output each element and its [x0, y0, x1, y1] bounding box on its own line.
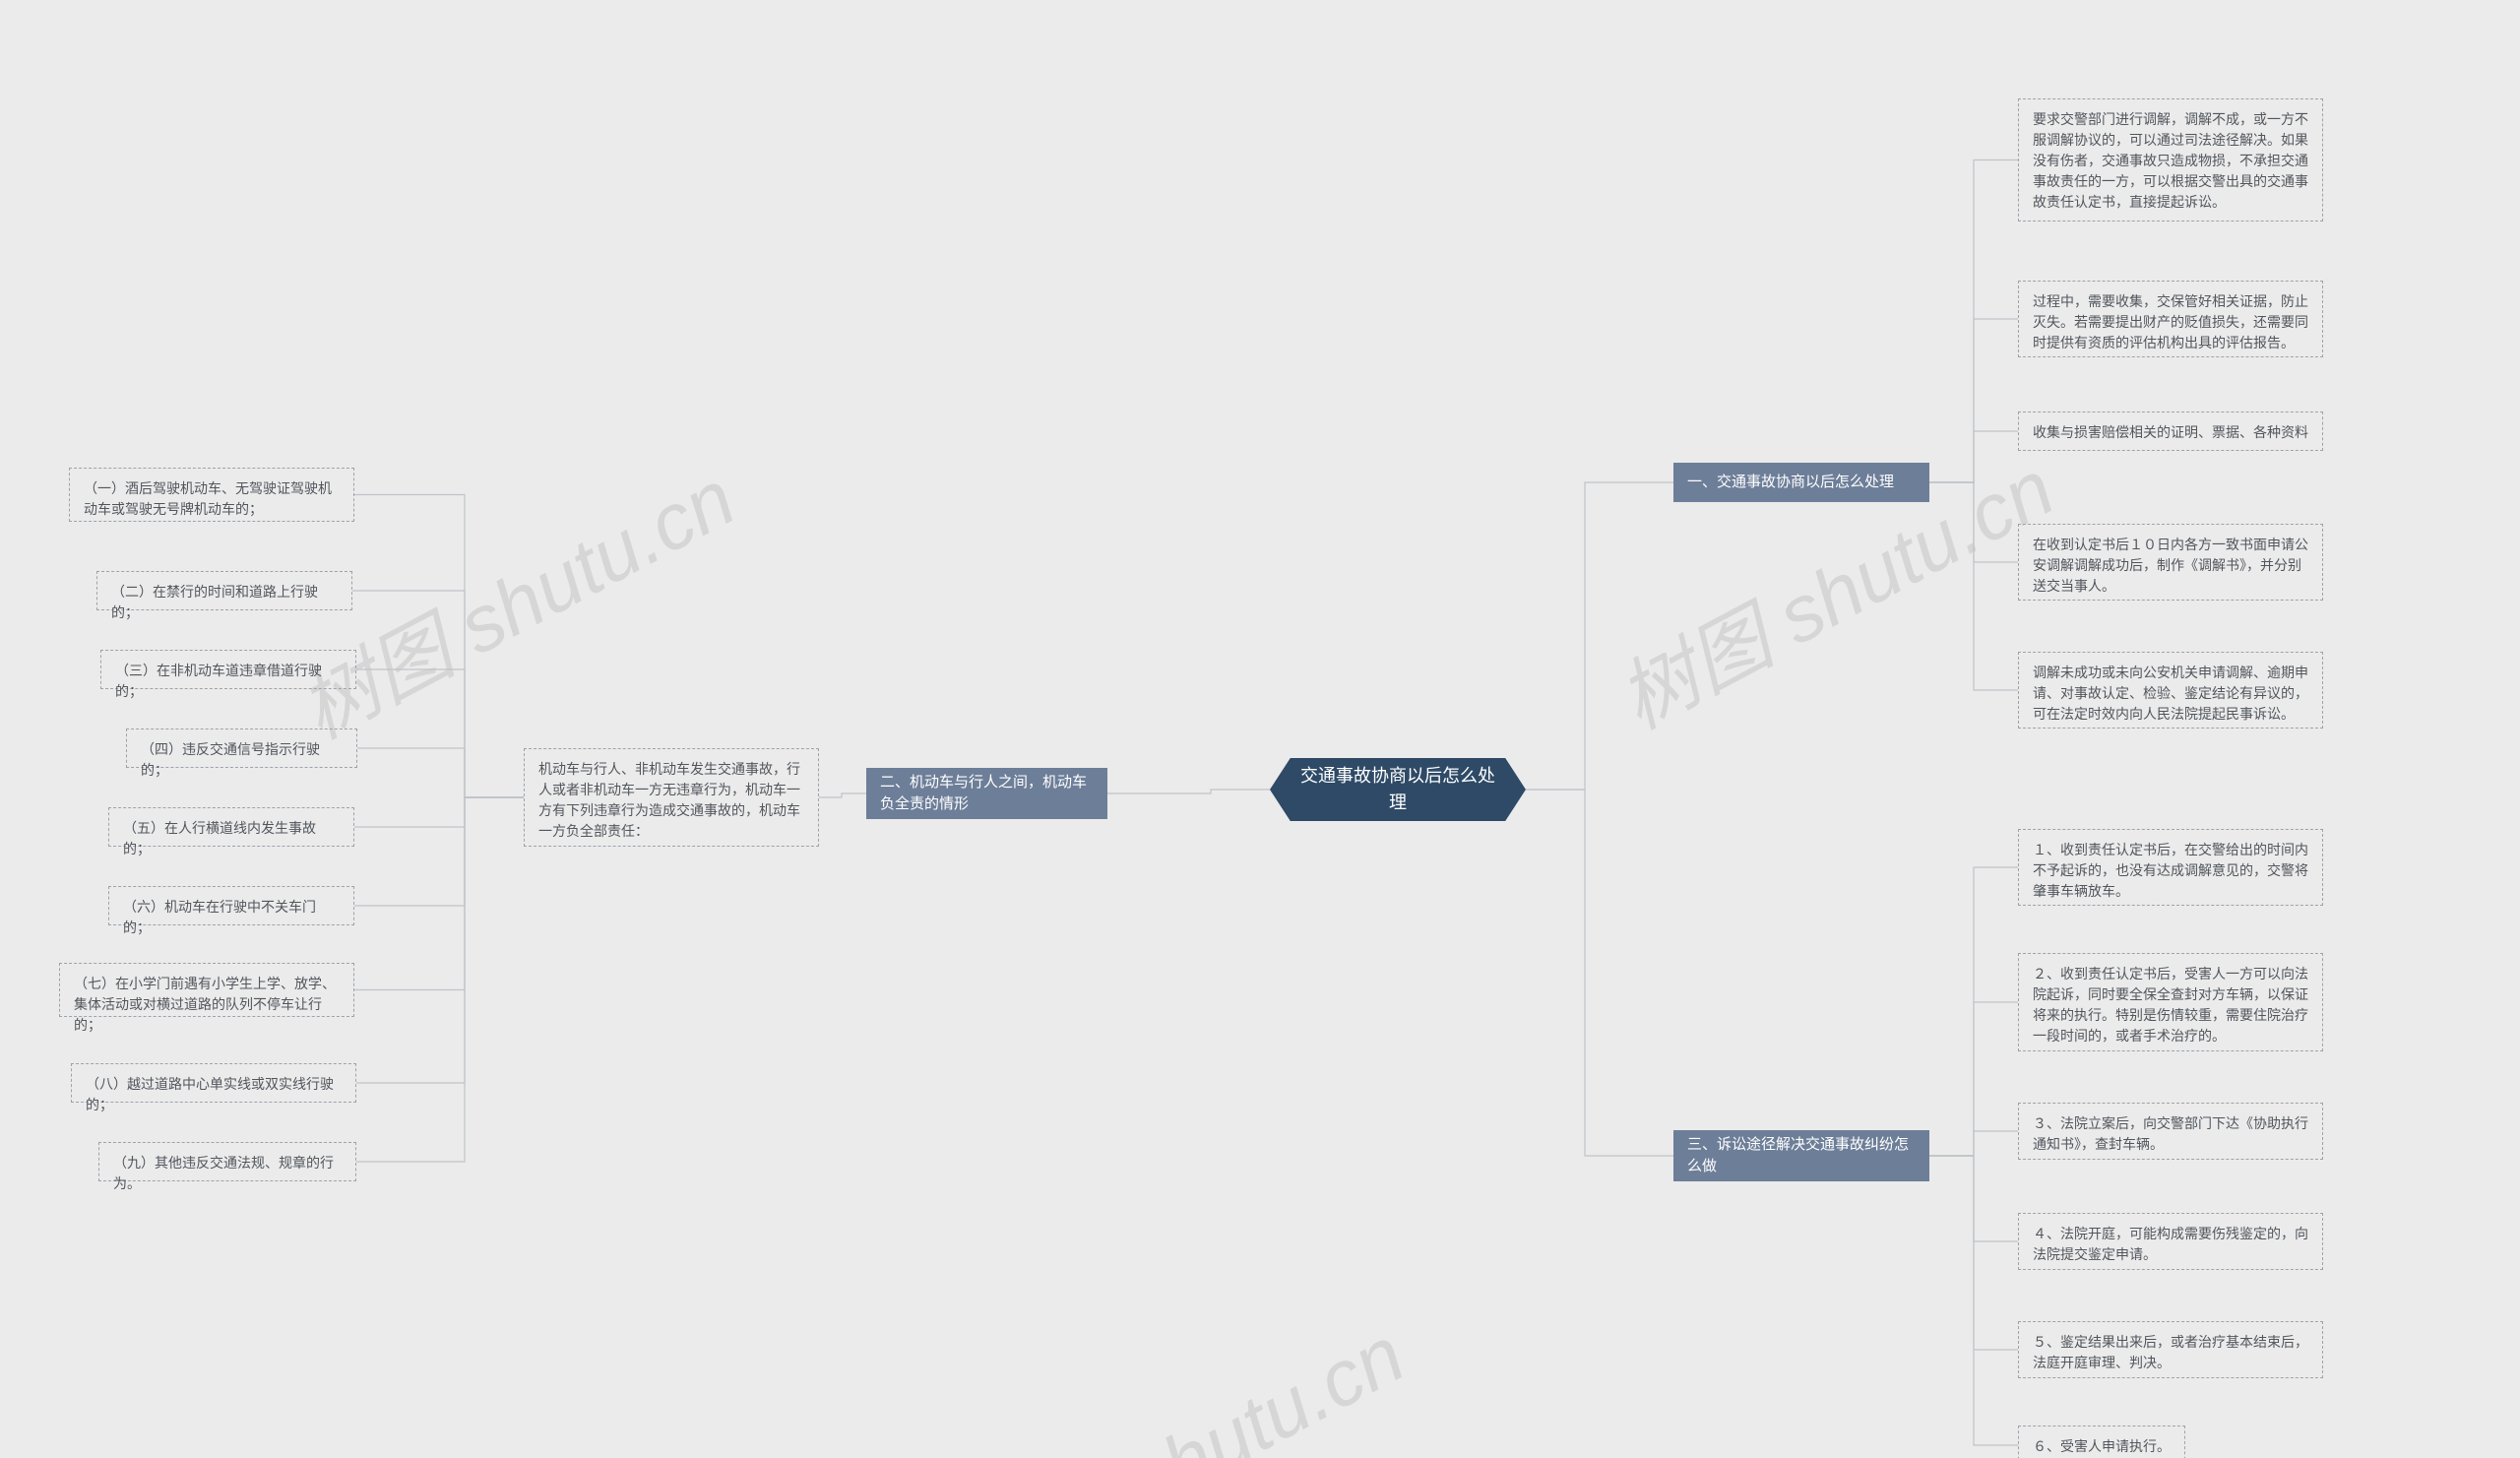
leaf-b1-1: 要求交警部门进行调解，调解不成，或一方不服调解协议的，可以通过司法途径解决。如果… [2018, 98, 2323, 222]
leaf-b3-4: ４、法院开庭，可能构成需要伤残鉴定的，向法院提交鉴定申请。 [2018, 1213, 2323, 1270]
leaf-b3-3: ３、法院立案后，向交警部门下达《协助执行通知书》，查封车辆。 [2018, 1103, 2323, 1160]
leaf-b3-1: １、收到责任认定书后，在交警给出的时间内不予起诉的，也没有达成调解意见的，交警将… [2018, 829, 2323, 906]
leaf-b1-5: 调解未成功或未向公安机关申请调解、逾期申请、对事故认定、检验、鉴定结论有异议的，… [2018, 652, 2323, 729]
leaf-b2-5: （五）在人行横道线内发生事故的； [108, 807, 354, 847]
leaf-b2-2: （二）在禁行的时间和道路上行驶的； [96, 571, 352, 610]
leaf-b3-6: ６、受害人申请执行。 [2018, 1426, 2185, 1458]
leaf-b2-7: （七）在小学门前遇有小学生上学、放学、集体活动或对横过道路的队列不停车让行的； [59, 963, 354, 1017]
branch-node-1: 一、交通事故协商以后怎么处理 [1673, 463, 1929, 502]
leaf-b2-9: （九）其他违反交通法规、规章的行为。 [98, 1142, 356, 1181]
leaf-b1-2: 过程中，需要收集，交保管好相关证据，防止灭失。若需要提出财产的贬值损失，还需要同… [2018, 281, 2323, 357]
leaf-b2-3: （三）在非机动车道违章借道行驶的； [100, 650, 356, 689]
leaf-b2-8: （八）越过道路中心单实线或双实线行驶的； [71, 1063, 356, 1103]
leaf-b2-4: （四）违反交通信号指示行驶的； [126, 729, 357, 768]
intermediate-b2: 机动车与行人、非机动车发生交通事故，行人或者非机动车一方无违章行为，机动车一方有… [524, 748, 819, 847]
leaf-b1-3: 收集与损害赔偿相关的证明、票据、各种资料 [2018, 412, 2323, 451]
branch-node-3: 三、诉讼途径解决交通事故纠纷怎么做 [1673, 1130, 1929, 1181]
watermark: 树图 shutu.cn [946, 1293, 1420, 1458]
leaf-b1-4: 在收到认定书后１０日内各方一致书面申请公安调解调解成功后，制作《调解书》，并分别… [2018, 524, 2323, 601]
leaf-b2-6: （六）机动车在行驶中不关车门的； [108, 886, 354, 925]
leaf-b2-1: （一）酒后驾驶机动车、无驾驶证驾驶机动车或驾驶无号牌机动车的； [69, 468, 354, 522]
leaf-b3-5: ５、鉴定结果出来后，或者治疗基本结束后，法庭开庭审理、判决。 [2018, 1321, 2323, 1378]
leaf-b3-2: ２、收到责任认定书后，受害人一方可以向法院起诉，同时要全保全查封对方车辆，以保证… [2018, 953, 2323, 1051]
root-node: 交通事故协商以后怎么处理 [1270, 758, 1526, 821]
branch-node-2: 二、机动车与行人之间，机动车负全责的情形 [866, 768, 1107, 819]
